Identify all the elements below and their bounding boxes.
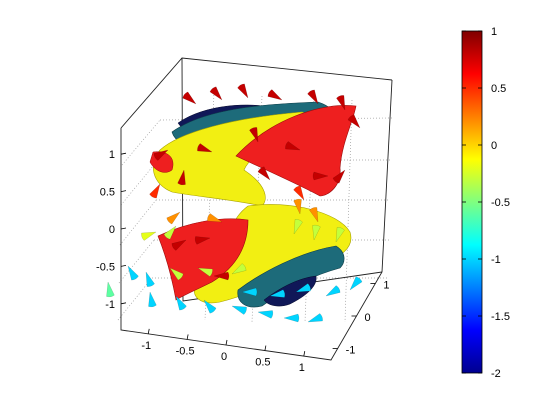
cone-marker: [169, 267, 184, 281]
cone-marker: [335, 227, 345, 243]
z-tick-label: -1: [105, 299, 115, 311]
cone-marker: [166, 211, 181, 225]
cone-group: [106, 83, 363, 323]
x-tick-label: -0.5: [176, 345, 195, 357]
z-tick-label: -0.5: [96, 261, 115, 273]
colorbar-tick-label: 1: [491, 26, 497, 38]
colorbar-labels: 1 0.5 0 -0.5 -1 -1.5 -2: [491, 26, 510, 380]
cone-marker: [325, 285, 341, 297]
cone-marker: [182, 91, 197, 105]
cone-marker: [307, 313, 323, 323]
cone-marker: [249, 127, 259, 143]
back-grid: [117, 91, 393, 323]
cone-marker: [194, 236, 211, 245]
cone-marker: [293, 198, 302, 215]
cone-marker: [153, 149, 169, 161]
cone-marker: [285, 141, 301, 151]
z-tick-mark: [120, 302, 127, 305]
colorbar-tick-label: 0: [491, 140, 497, 152]
cone-marker: [207, 213, 223, 223]
x-tick-mark: [264, 345, 267, 351]
cone-marker: [347, 114, 361, 129]
x-tick-label: -1: [141, 340, 151, 352]
x-tick-mark: [225, 339, 228, 346]
cone-marker: [293, 219, 303, 235]
x-tick-mark: [186, 334, 189, 340]
cone-marker: [283, 313, 300, 323]
cone-marker: [141, 231, 157, 241]
cone-marker: [145, 271, 155, 287]
colorbar-ticks: [462, 30, 482, 374]
z-tick-label: 1: [109, 149, 115, 161]
y-tick-label: 0: [365, 312, 371, 324]
y-tick-label: -1: [346, 345, 356, 357]
cone-marker: [213, 271, 230, 281]
cone-marker: [336, 95, 346, 111]
x-tick-label: 1: [299, 362, 305, 374]
axis-ticks: [120, 152, 376, 357]
front-box: [120, 79, 393, 361]
cone-marker: [349, 276, 363, 291]
cone-marker: [312, 171, 329, 181]
cone-marker: [269, 289, 286, 298]
colorbar-tick-label: -1: [491, 254, 501, 266]
cone-marker: [307, 89, 319, 105]
cone-marker: [127, 265, 139, 281]
y-tick-label: 1: [383, 279, 389, 291]
cone-marker: [209, 86, 223, 101]
cone-marker: [177, 169, 186, 186]
x-tick-label: 0.5: [255, 357, 270, 369]
colorbar: 1 0.5 0 -0.5 -1 -1.5 -2: [461, 26, 510, 380]
z-tick-mark: [120, 265, 127, 267]
cone-marker: [257, 166, 271, 181]
x-tick-mark: [303, 351, 306, 357]
cone-marker: [197, 267, 213, 277]
cone-marker: [312, 224, 321, 241]
z-tick-mark: [120, 227, 127, 230]
cone-marker: [241, 287, 258, 297]
axis-labels: -1 -0.5 0 0.5 1 -1 0 1 -1 -0.5 0 0.5 1: [96, 149, 389, 374]
x-tick-mark: [147, 328, 150, 334]
x-tick-label: 0: [221, 351, 227, 363]
cone-marker: [163, 225, 177, 240]
cone-marker: [171, 239, 187, 251]
cone-marker: [237, 83, 249, 99]
colorbar-tick-label: -1.5: [491, 311, 510, 323]
z-tick-label: 0.5: [100, 187, 115, 199]
cone-marker: [106, 281, 115, 298]
cone-marker: [148, 291, 157, 308]
z-tick-mark: [120, 152, 127, 155]
isosurface-teal-bottom: [237, 245, 345, 308]
cone-marker: [231, 305, 247, 315]
cone-marker: [149, 183, 161, 199]
cone-marker: [203, 299, 217, 314]
cone-marker: [257, 310, 274, 319]
isosurface-red-top: [235, 105, 357, 197]
colorbar-tick-label: -2: [491, 368, 501, 380]
cone-marker: [309, 207, 319, 223]
cone-marker: [295, 283, 311, 293]
cone-marker: [332, 169, 346, 184]
z-tick-label: 0: [109, 224, 115, 236]
colorbar-tick-label: -0.5: [491, 197, 510, 209]
cone-marker: [197, 143, 213, 153]
cone-marker: [267, 89, 283, 101]
cone-marker: [231, 263, 247, 275]
cone-marker: [293, 185, 305, 201]
cone-marker: [175, 295, 187, 311]
z-tick-mark: [120, 190, 127, 192]
colorbar-tick-label: 0.5: [491, 83, 506, 95]
